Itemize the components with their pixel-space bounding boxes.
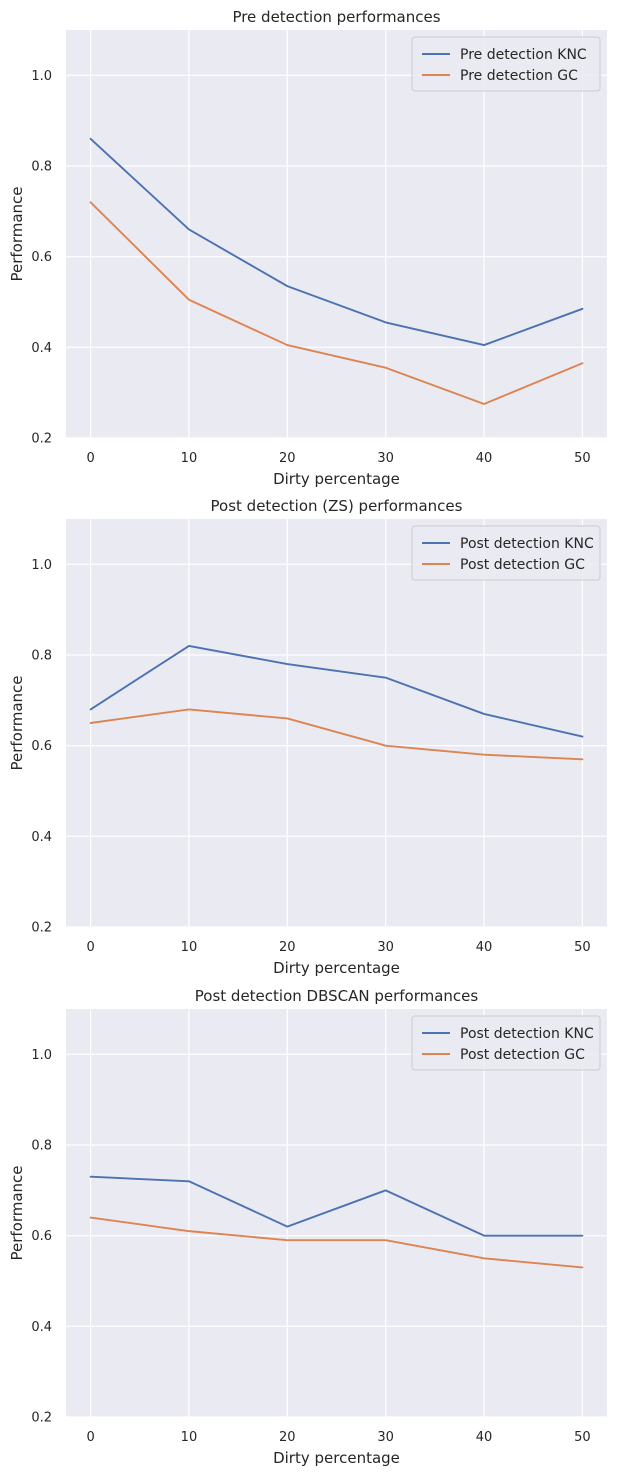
chart-title: Post detection DBSCAN performances [195, 987, 479, 1005]
legend-entry: Post detection KNC [460, 536, 594, 552]
x-tick-label: 40 [476, 940, 493, 955]
chart-panel-1: 0.2 0.4 0.6 0.8 1.0 0 10 20 30 40 50 Pre detection … [8, 8, 607, 488]
x-axis-label: Dirty percentage [273, 959, 400, 977]
x-tick-label: 50 [574, 451, 591, 466]
legend-entry: Post detection KNC [460, 1026, 594, 1042]
chart-panel-2: 0.2 0.4 0.6 0.8 1.0 0 10 20 30 40 50 Post detection… [8, 497, 607, 977]
x-tick-label: 0 [86, 940, 94, 955]
x-tick-label: 40 [476, 1430, 493, 1445]
y-tick-label: 0.4 [31, 830, 52, 845]
series-line-gc [89, 201, 584, 405]
y-tick-label: 0.4 [31, 341, 52, 356]
series-line-knc [89, 644, 584, 738]
legend-entry: Pre detection KNC [460, 47, 587, 63]
y-tick-label: 1.0 [31, 69, 52, 84]
y-tick-label: 1.0 [31, 1048, 52, 1063]
x-tick-label: 20 [279, 451, 296, 466]
y-tick-label: 0.8 [31, 649, 52, 664]
y-tick-label: 0.6 [31, 250, 52, 265]
y-tick-label: 1.0 [31, 558, 52, 573]
y-axis-label: Performance [8, 675, 26, 770]
y-tick-label: 0.2 [31, 1411, 52, 1426]
y-tick-label: 0.2 [31, 432, 52, 447]
chart-panel-3: 0.2 0.4 0.6 0.8 1.0 0 10 20 30 40 50 Post detection… [8, 987, 607, 1467]
chart-title: Post detection (ZS) performances [211, 497, 463, 515]
series-line-gc [89, 1216, 584, 1269]
y-tick-label: 0.8 [31, 1139, 52, 1154]
legend-box [411, 525, 601, 581]
x-tick-label: 50 [574, 1430, 591, 1445]
x-tick-label: 0 [86, 1430, 94, 1445]
legend-entry: Pre detection GC [460, 68, 578, 84]
x-tick-label: 10 [181, 940, 198, 955]
x-tick-label: 10 [181, 1430, 198, 1445]
plot-area [66, 519, 607, 927]
plot-area [66, 30, 607, 438]
legend: Post detection KNC Post detection GC [411, 525, 601, 581]
x-tick-label: 50 [574, 940, 591, 955]
y-tick-label: 0.6 [31, 739, 52, 754]
x-tick-label: 30 [377, 1430, 394, 1445]
y-axis-label: Performance [8, 186, 26, 281]
chart-title: Pre detection performances [232, 8, 440, 26]
x-tick-label: 40 [476, 451, 493, 466]
x-axis-label: Dirty percentage [273, 470, 400, 488]
legend-entry: Post detection GC [460, 557, 585, 573]
series-line-gc [89, 708, 584, 761]
x-axis-label: Dirty percentage [273, 1449, 400, 1467]
legend: Pre detection KNC Pre detection GC [411, 36, 601, 92]
x-tick-label: 30 [377, 940, 394, 955]
y-axis-label: Performance [8, 1165, 26, 1260]
series-line-knc [89, 137, 584, 347]
legend-box [411, 1015, 601, 1071]
legend-box [411, 36, 601, 92]
x-tick-label: 30 [377, 451, 394, 466]
x-tick-label: 0 [86, 451, 94, 466]
x-tick-label: 20 [279, 1430, 296, 1445]
y-tick-label: 0.8 [31, 160, 52, 175]
series-line-knc [89, 1175, 584, 1237]
y-tick-label: 0.6 [31, 1229, 52, 1244]
y-tick-label: 0.4 [31, 1320, 52, 1335]
x-tick-label: 20 [279, 940, 296, 955]
plot-area [66, 1009, 607, 1417]
y-tick-label: 0.2 [31, 921, 52, 936]
legend: Post detection KNC Post detection GC [411, 1015, 601, 1071]
legend-entry: Post detection GC [460, 1047, 585, 1063]
x-tick-label: 10 [181, 451, 198, 466]
